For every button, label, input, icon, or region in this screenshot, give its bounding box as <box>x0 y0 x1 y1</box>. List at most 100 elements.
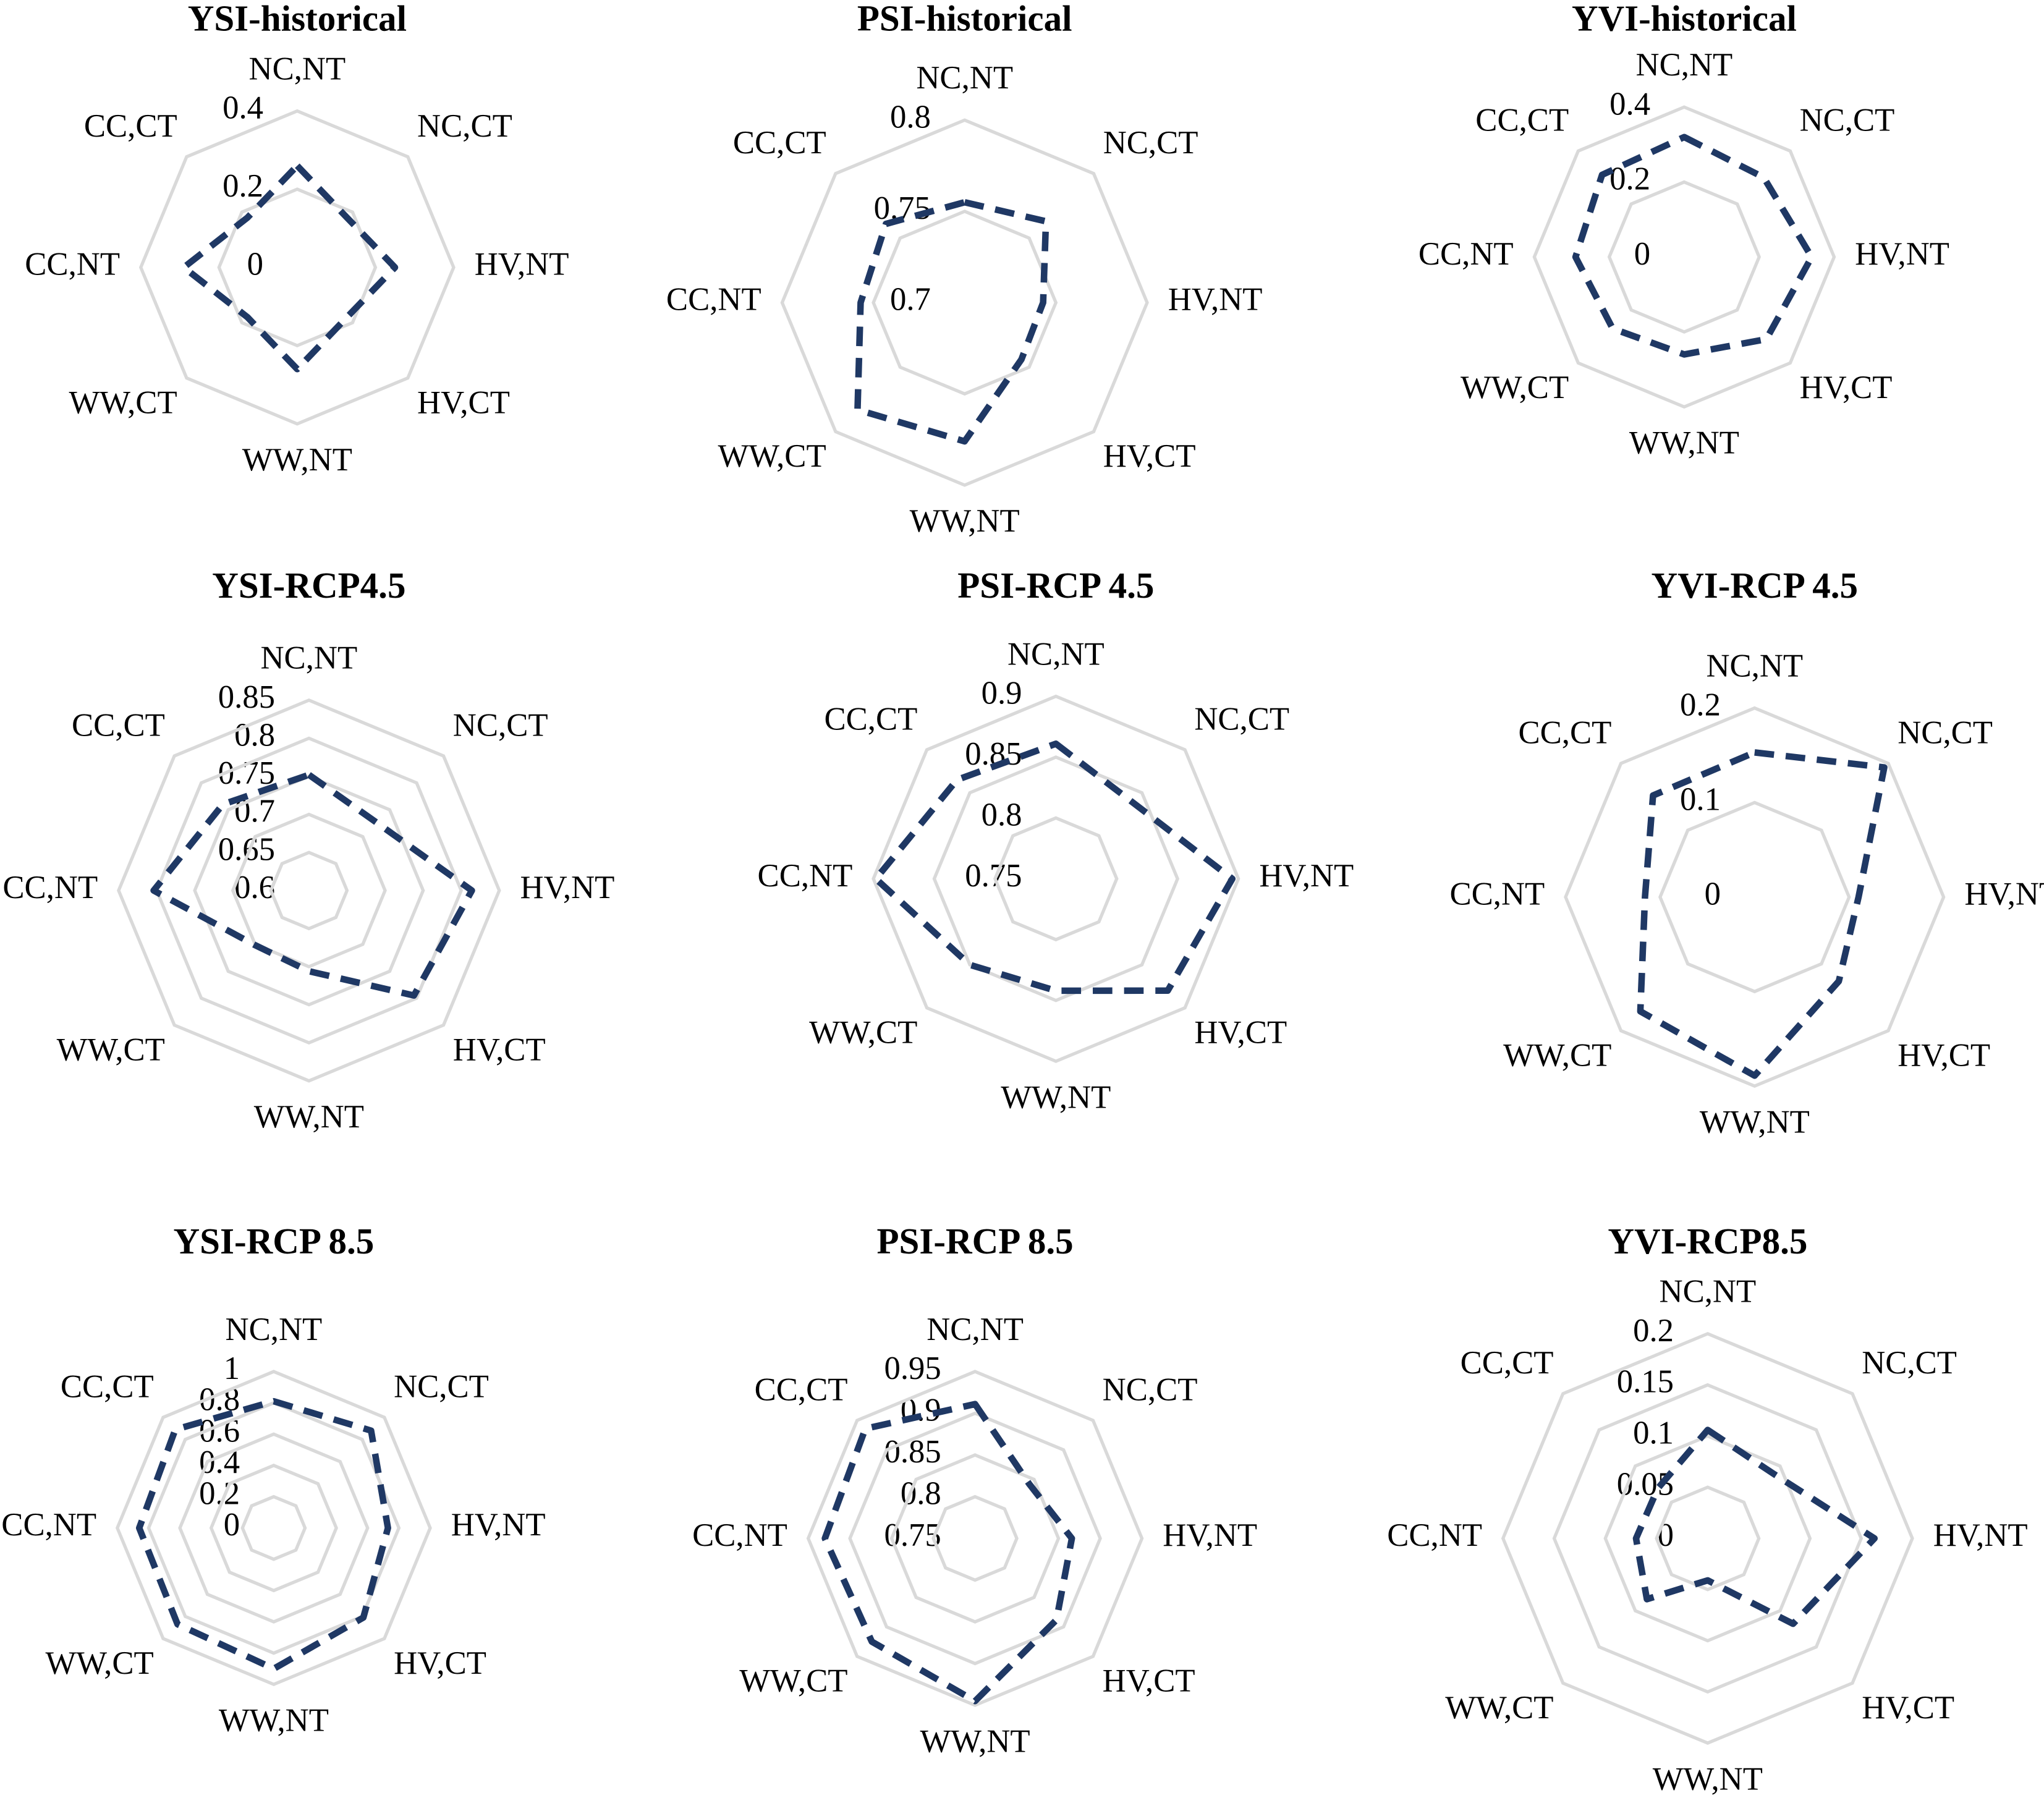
category-label: CC,NT <box>2 870 98 905</box>
category-label: HV,NT <box>1964 876 2044 912</box>
category-label: CC,CT <box>72 707 165 743</box>
category-label: NC,NT <box>1660 1274 1757 1310</box>
grid-ring <box>931 1495 1019 1582</box>
category-label: NC,CT <box>394 1369 489 1405</box>
category-label: NC,NT <box>1636 47 1733 83</box>
tick-label: 0 <box>1634 236 1650 272</box>
category-label: WW,NT <box>254 1099 364 1135</box>
category-label: WW,CT <box>739 1663 847 1699</box>
data-line <box>150 771 475 999</box>
tick-label: 0 <box>224 1507 240 1543</box>
data-line <box>821 1401 1075 1705</box>
grid-ring <box>871 210 1058 396</box>
category-label: CC,CT <box>824 701 917 737</box>
data-line <box>135 1397 391 1673</box>
data-line <box>872 740 1236 994</box>
category-label: HV,NT <box>451 1507 546 1543</box>
category-label: HV,NT <box>1933 1517 2028 1553</box>
category-label: WW,NT <box>219 1703 329 1739</box>
tick-label: 1 <box>224 1351 240 1386</box>
tick-label: 0.1 <box>1633 1415 1674 1451</box>
grid-ring <box>806 1370 1144 1707</box>
category-label: WW,NT <box>1653 1761 1763 1797</box>
chart-title: YVI-RCP 4.5 <box>1651 565 1858 606</box>
radar-chart: PSI-RCP 4.50.750.80.850.9NC,NTNC,CTHV,NT… <box>758 565 1354 1115</box>
category-label: HV,NT <box>1259 858 1354 894</box>
tick-label: 0.15 <box>1617 1364 1674 1400</box>
grid-ring <box>932 755 1180 1003</box>
grid-ring <box>117 698 501 1083</box>
radar-chart: YSI-RCP4.50.60.650.70.750.80.85NC,NTNC,C… <box>2 565 614 1135</box>
category-label: HV,CT <box>394 1645 486 1681</box>
grid-ring <box>993 816 1119 942</box>
tick-label: 0.6 <box>234 870 275 905</box>
grid-ring <box>155 736 464 1045</box>
grid-ring <box>1564 706 1946 1088</box>
category-label: CC,CT <box>1461 1345 1554 1381</box>
category-label: CC,CT <box>1518 715 1611 750</box>
grid-ring <box>1658 800 1851 994</box>
grid-ring <box>1655 1485 1761 1592</box>
category-label: WW,CT <box>1461 370 1569 405</box>
category-label: HV,NT <box>520 870 615 905</box>
category-label: CC,CT <box>733 125 826 161</box>
category-label: CC,NT <box>1 1507 96 1543</box>
tick-label: 0.2 <box>1633 1313 1674 1349</box>
tick-label: 0.75 <box>965 858 1022 894</box>
category-label: CC,NT <box>1449 876 1545 912</box>
grid-ring <box>1603 1434 1812 1643</box>
tick-label: 0.8 <box>901 1476 941 1512</box>
tick-label: 0.85 <box>218 679 275 715</box>
grid-ring <box>848 1411 1102 1666</box>
category-label: NC,CT <box>1194 701 1289 737</box>
category-label: WW,NT <box>1629 425 1739 461</box>
category-label: CC,NT <box>692 1517 787 1553</box>
category-label: NC,CT <box>1862 1345 1957 1381</box>
grid-ring <box>780 118 1149 487</box>
category-label: CC,CT <box>755 1372 848 1407</box>
grid-ring <box>1607 180 1762 334</box>
chart-title: YVI-historical <box>1572 0 1797 39</box>
category-label: WW,CT <box>1445 1690 1553 1726</box>
tick-label: 0.8 <box>890 99 931 135</box>
category-label: WW,NT <box>1001 1079 1111 1115</box>
tick-label: 0.2 <box>1680 687 1721 723</box>
category-label: NC,CT <box>1103 1372 1198 1407</box>
grid-ring <box>269 850 349 931</box>
tick-label: 0 <box>1705 876 1721 912</box>
grid-ring <box>115 1370 432 1687</box>
data-line <box>1572 134 1815 358</box>
grid-ring <box>1552 1383 1864 1694</box>
category-label: WW,CT <box>718 438 826 474</box>
grid-ring <box>217 187 378 348</box>
grid-ring <box>209 1464 338 1593</box>
data-line <box>854 198 1050 445</box>
category-label: HV,CT <box>417 384 510 420</box>
grid-ring <box>231 812 387 969</box>
grid-ring <box>240 1495 307 1561</box>
category-label: HV,NT <box>1163 1517 1257 1553</box>
radar-chart: YVI-RCP8.500.050.10.150.2NC,NTNC,CTHV,NT… <box>1387 1221 2027 1797</box>
grid-ring <box>871 694 1240 1063</box>
category-label: HV,CT <box>1103 1663 1195 1699</box>
category-label: WW,NT <box>920 1723 1030 1759</box>
category-label: NC,CT <box>453 707 548 743</box>
chart-title: PSI-RCP 4.5 <box>957 565 1154 606</box>
category-label: NC,CT <box>417 108 512 144</box>
tick-label: 0 <box>247 247 263 282</box>
category-label: HV,CT <box>1800 370 1893 405</box>
category-label: CC,NT <box>25 247 120 282</box>
chart-title: PSI-RCP 8.5 <box>876 1221 1073 1262</box>
category-label: WW,CT <box>69 384 177 420</box>
grid-ring <box>889 1453 1061 1624</box>
data-line <box>1637 749 1888 1079</box>
data-line <box>180 162 399 373</box>
category-label: WW,CT <box>1503 1037 1611 1073</box>
category-label: CC,CT <box>61 1369 154 1405</box>
category-label: WW,NT <box>242 442 352 478</box>
category-label: NC,NT <box>249 51 346 87</box>
category-label: WW,CT <box>57 1032 165 1067</box>
category-label: HV,CT <box>1862 1690 1954 1726</box>
